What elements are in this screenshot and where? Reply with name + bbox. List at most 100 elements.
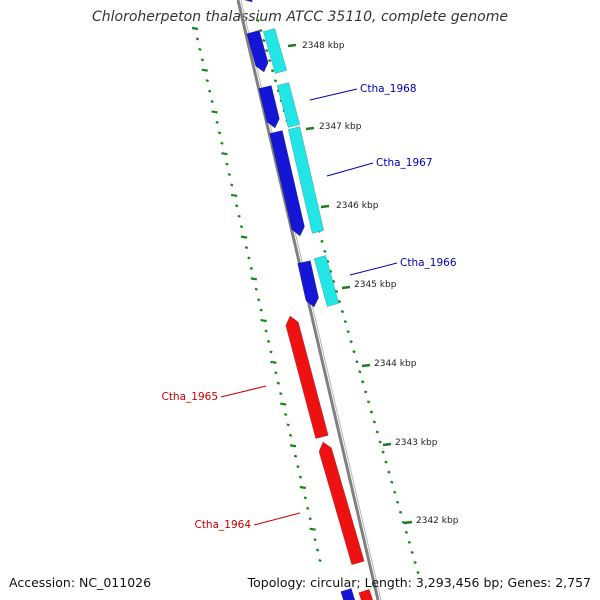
forward-cds xyxy=(246,29,269,73)
gc-tick xyxy=(289,444,297,448)
gc-tick xyxy=(387,470,391,474)
forward-feature xyxy=(287,126,325,234)
gc-tick xyxy=(215,120,219,124)
gc-tick xyxy=(231,193,238,197)
gc-tick xyxy=(366,400,371,404)
gc-tick xyxy=(358,370,362,374)
gc-tick xyxy=(250,277,258,281)
gc-tick xyxy=(247,256,251,260)
gc-tick xyxy=(276,381,280,385)
gc-tick xyxy=(352,350,356,354)
gc-tick xyxy=(244,246,249,250)
gc-tick xyxy=(225,162,229,166)
gc-tick xyxy=(257,298,261,302)
gene-label-lines xyxy=(220,88,398,526)
gc-tick xyxy=(270,69,275,73)
gc-tick xyxy=(200,58,205,62)
gc-tick xyxy=(306,506,310,510)
reverse-cds xyxy=(318,441,365,566)
forward-cds xyxy=(269,130,305,237)
gc-tick xyxy=(315,548,320,552)
gc-tick xyxy=(323,249,327,253)
gc-tick xyxy=(259,29,263,33)
gc-tick xyxy=(239,225,244,229)
gc-tick xyxy=(230,183,234,187)
gc-tick xyxy=(298,475,303,479)
gc-tick xyxy=(395,500,400,504)
gene-label-ctha-1966[interactable]: Ctha_1966 xyxy=(400,257,457,269)
gc-tick xyxy=(407,540,411,544)
gc-tick xyxy=(413,560,417,564)
page-title: Chloroherpeton thalassium ATCC 35110, co… xyxy=(92,9,508,25)
gc-tick xyxy=(235,204,239,208)
gc-tick xyxy=(288,433,293,437)
gc-tick xyxy=(334,289,339,294)
gene-label-ctha-1965[interactable]: Ctha_1965 xyxy=(161,391,218,403)
ruler-tick xyxy=(287,43,297,48)
ruler-label: 2344 kbp xyxy=(374,359,417,369)
accession-text: Accession: NC_011026 xyxy=(9,575,152,590)
gc-tick xyxy=(221,152,228,156)
gc-tick xyxy=(308,517,312,521)
gc-tick xyxy=(201,68,208,72)
gc-tick xyxy=(398,510,403,514)
gc-tick xyxy=(361,380,365,384)
label-line xyxy=(349,262,398,276)
forward-cds xyxy=(340,587,356,600)
reverse-cds xyxy=(358,588,374,600)
gc-tick xyxy=(274,371,278,375)
label-line xyxy=(220,385,267,398)
label-line xyxy=(326,162,374,177)
gc-tick xyxy=(337,299,342,304)
gc-tick xyxy=(195,37,200,41)
gc-tick xyxy=(384,460,388,464)
ruler-tick xyxy=(382,442,392,447)
gc-tick xyxy=(309,527,316,531)
gc-tick xyxy=(270,360,277,364)
gc-tick xyxy=(369,410,374,414)
gc-tick xyxy=(404,530,409,534)
gc-tick xyxy=(267,59,272,63)
gc-tick xyxy=(208,89,212,93)
label-line xyxy=(309,88,358,101)
gc-tick xyxy=(220,141,224,145)
ruler-label: 2346 kbp xyxy=(336,201,379,211)
gc-tick xyxy=(320,239,324,243)
ruler-label: 2348 kbp xyxy=(302,41,345,51)
gc-tick xyxy=(198,47,202,51)
gc-tick xyxy=(280,402,287,406)
gene-label-ctha-1967[interactable]: Ctha_1967 xyxy=(376,157,433,169)
gene-label-ctha-1964[interactable]: Ctha_1964 xyxy=(194,519,251,531)
forward-feature xyxy=(262,27,288,75)
gc-tick xyxy=(269,350,273,354)
ruler-tick xyxy=(320,204,330,209)
forward-feature xyxy=(313,255,340,307)
ruler-label: 2347 kbp xyxy=(319,122,362,132)
gc-tick xyxy=(249,266,254,270)
gc-tick xyxy=(279,392,283,396)
ruler-label: 2345 kbp xyxy=(354,280,397,290)
gc-tick xyxy=(393,490,397,494)
gc-content-ticks-inner xyxy=(191,26,322,563)
gc-tick xyxy=(381,450,385,454)
gc-tick xyxy=(349,340,353,344)
gc-tick xyxy=(340,310,345,314)
gc-tick xyxy=(363,390,368,394)
gc-tick xyxy=(286,423,290,427)
gc-tick xyxy=(260,318,267,323)
gc-tick xyxy=(355,360,359,364)
gc-tick xyxy=(293,454,298,458)
ruler-label: 2342 kbp xyxy=(416,516,459,526)
forward-feature xyxy=(276,82,301,128)
gene-label-ctha-1968[interactable]: Ctha_1968 xyxy=(360,83,417,95)
gc-tick xyxy=(284,412,288,416)
gc-tick xyxy=(303,496,307,500)
gc-tick xyxy=(343,320,347,324)
gene-features xyxy=(243,0,374,600)
gc-tick xyxy=(375,430,379,434)
gc-tick xyxy=(372,420,377,424)
genome-summary-text: Topology: circular; Length: 3,293,456 bp… xyxy=(247,575,591,590)
gc-tick xyxy=(346,330,350,334)
